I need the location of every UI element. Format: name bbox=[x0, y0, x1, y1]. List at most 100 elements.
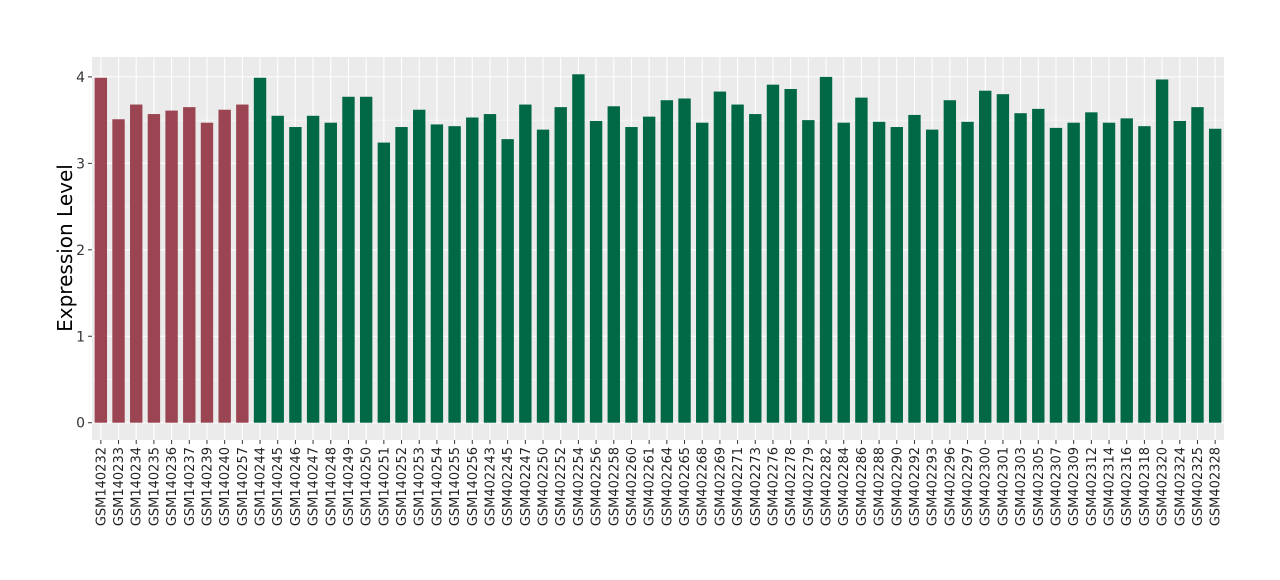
bar-GSM402296 bbox=[943, 100, 957, 423]
bar-GSM140253 bbox=[413, 109, 426, 423]
x-tick-label: GSM402320 bbox=[1156, 447, 1171, 526]
x-tick-label: GSM140252 bbox=[395, 447, 410, 526]
x-tick-label: GSM402309 bbox=[1067, 447, 1082, 526]
x-tick-label: GSM402271 bbox=[731, 447, 746, 526]
bar-GSM402258 bbox=[607, 106, 620, 423]
bar-GSM402256 bbox=[589, 120, 603, 423]
x-tick-label: GSM402276 bbox=[766, 447, 781, 526]
x-tick-label: GSM140237 bbox=[183, 447, 198, 526]
bar-GSM140248 bbox=[324, 122, 337, 423]
bar-GSM402284 bbox=[837, 122, 850, 423]
x-tick-label: GSM402265 bbox=[678, 447, 693, 526]
x-tick-label: GSM402278 bbox=[784, 447, 799, 526]
bar-GSM402309 bbox=[1067, 122, 1080, 423]
bar-GSM140245 bbox=[271, 115, 284, 423]
x-tick-label: GSM402260 bbox=[625, 447, 640, 526]
x-tick-label: GSM140236 bbox=[165, 447, 180, 526]
x-axis: GSM140232 GSM140233 GSM140234 GSM140235 GSM1… bbox=[94, 440, 1224, 526]
x-tick-label: GSM402328 bbox=[1209, 447, 1224, 526]
bar-GSM140235 bbox=[147, 114, 161, 423]
y-axis-label: Expression Level bbox=[53, 164, 77, 332]
bar-GSM402276 bbox=[766, 84, 780, 423]
x-tick-label: GSM140250 bbox=[360, 447, 375, 526]
x-tick-label: GSM402305 bbox=[1032, 447, 1047, 526]
x-tick-label: GSM140235 bbox=[147, 447, 162, 526]
bar-GSM140254 bbox=[430, 124, 444, 423]
bar-GSM402290 bbox=[890, 127, 903, 423]
x-tick-label: GSM402273 bbox=[749, 447, 764, 526]
bar-GSM140246 bbox=[289, 127, 302, 423]
x-tick-label: GSM140254 bbox=[430, 447, 445, 526]
x-tick-label: GSM402258 bbox=[607, 447, 622, 526]
x-tick-label: GSM402324 bbox=[1173, 447, 1188, 526]
bar-GSM402301 bbox=[996, 94, 1010, 423]
bar-GSM140250 bbox=[359, 96, 373, 423]
bar-GSM402261 bbox=[642, 116, 656, 423]
x-tick-label: GSM140247 bbox=[307, 447, 322, 526]
bar-GSM402316 bbox=[1120, 118, 1133, 423]
x-tick-label: GSM402314 bbox=[1103, 447, 1118, 526]
x-tick-label: GSM402307 bbox=[1049, 447, 1064, 526]
bar-GSM140244 bbox=[253, 77, 267, 423]
bar-GSM402243 bbox=[483, 114, 497, 423]
bar-GSM402245 bbox=[501, 139, 514, 423]
bar-GSM140240 bbox=[218, 109, 231, 423]
bar-GSM402264 bbox=[660, 100, 674, 423]
x-tick-label: GSM140251 bbox=[377, 447, 392, 526]
x-tick-label: GSM402264 bbox=[660, 447, 675, 526]
bar-GSM402247 bbox=[519, 104, 532, 423]
bar-GSM402305 bbox=[1032, 108, 1045, 423]
x-tick-label: GSM402268 bbox=[696, 447, 711, 526]
x-tick-label: GSM140233 bbox=[112, 447, 127, 526]
bar-GSM402269 bbox=[713, 91, 727, 423]
x-tick-label: GSM140234 bbox=[130, 447, 145, 526]
bar-GSM402273 bbox=[749, 114, 762, 423]
bar-GSM402303 bbox=[1014, 113, 1027, 423]
x-tick-label: GSM402297 bbox=[961, 447, 976, 526]
bar-GSM402268 bbox=[696, 122, 709, 423]
x-tick-label: GSM402312 bbox=[1085, 447, 1100, 526]
x-tick-label: GSM402303 bbox=[1014, 447, 1029, 526]
x-tick-label: GSM140255 bbox=[448, 447, 463, 526]
bar-GSM140252 bbox=[395, 127, 408, 423]
x-tick-label: GSM402301 bbox=[996, 447, 1011, 526]
bar-GSM402300 bbox=[979, 90, 992, 423]
x-tick-label: GSM402243 bbox=[483, 447, 498, 526]
x-tick-label: GSM402254 bbox=[572, 447, 587, 526]
x-tick-label: GSM402290 bbox=[890, 447, 905, 526]
x-tick-label: GSM402296 bbox=[943, 447, 958, 526]
x-tick-label: GSM140245 bbox=[271, 447, 286, 526]
x-tick-label: GSM402282 bbox=[820, 447, 835, 526]
bar-GSM140233 bbox=[112, 119, 125, 423]
bars bbox=[94, 74, 1222, 423]
x-tick-label: GSM402292 bbox=[908, 447, 923, 526]
bar-GSM402278 bbox=[784, 88, 797, 423]
y-axis: 0 1 2 3 4 bbox=[76, 70, 92, 432]
bar-GSM402282 bbox=[819, 76, 833, 423]
bar-GSM402320 bbox=[1155, 79, 1169, 423]
bar-GSM140257 bbox=[236, 104, 249, 423]
x-tick-label: GSM402279 bbox=[802, 447, 817, 526]
bar-GSM402254 bbox=[572, 74, 585, 423]
bar-GSM402325 bbox=[1191, 107, 1204, 423]
x-tick-label: GSM140256 bbox=[466, 447, 481, 526]
bar-GSM402260 bbox=[625, 127, 638, 423]
x-tick-label: GSM402284 bbox=[837, 447, 852, 526]
bar-GSM402250 bbox=[536, 129, 550, 423]
x-tick-label: GSM402300 bbox=[979, 447, 994, 526]
bar-GSM402252 bbox=[554, 107, 567, 423]
x-tick-label: GSM402288 bbox=[873, 447, 888, 526]
x-tick-label: GSM402293 bbox=[926, 447, 941, 526]
y-tick-label: 2 bbox=[76, 243, 85, 259]
bar-GSM402312 bbox=[1085, 112, 1098, 423]
x-tick-label: GSM140246 bbox=[289, 447, 304, 526]
bar-GSM402265 bbox=[678, 98, 691, 423]
x-tick-label: GSM402250 bbox=[537, 447, 552, 526]
x-tick-label: GSM140244 bbox=[254, 447, 269, 526]
x-tick-label: GSM402252 bbox=[554, 447, 569, 526]
y-tick-label: 0 bbox=[76, 416, 85, 432]
bar-GSM140237 bbox=[183, 107, 196, 423]
bar-GSM140239 bbox=[200, 122, 214, 423]
bar-GSM402314 bbox=[1102, 122, 1116, 423]
